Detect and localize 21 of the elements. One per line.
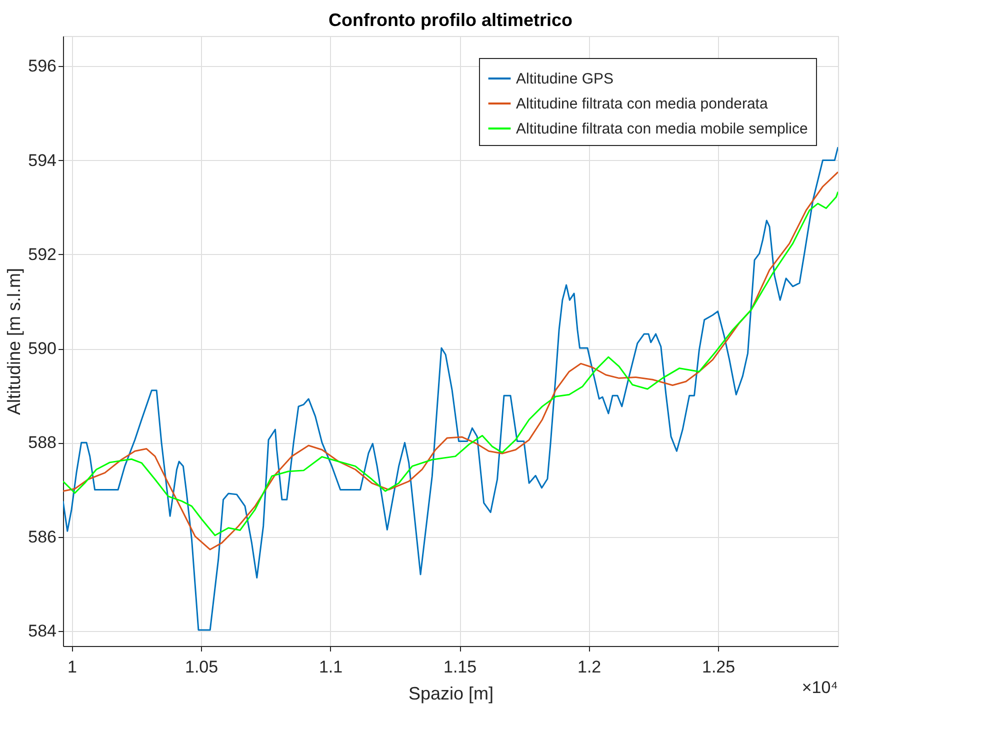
y-tick-label: 592: [28, 244, 56, 264]
x-tick-label: 1.15: [444, 658, 477, 676]
legend-label: Altitudine filtrata con media mobile semplice: [516, 120, 808, 138]
text: ×10⁴: [802, 678, 838, 697]
y-tick-label: 586: [28, 527, 56, 546]
x-tick-label: 1.25: [702, 658, 736, 676]
x-tick-label: 1.1: [318, 658, 343, 676]
y-tick-label: 590: [28, 339, 56, 358]
x-axis-title: Spazio [m]: [408, 684, 494, 704]
chart-title: Confronto profilo altimetrico: [328, 10, 572, 30]
y-tick-label: 596: [28, 56, 56, 76]
legend-label: Altitudine GPS: [516, 70, 614, 88]
x-tick-label: 1.05: [184, 658, 218, 676]
legend-label: Altitudine filtrata con media ponderata: [516, 96, 768, 112]
y-tick-label: 588: [28, 433, 56, 452]
line-series: [63, 146, 838, 631]
y-tick-label: 594: [28, 150, 56, 170]
x-tick-label: 1.2: [577, 658, 602, 676]
y-tick-label: 584: [28, 621, 56, 640]
x-tick-label: 1: [68, 658, 78, 676]
y-axis-title: Altitudine [m s.l.m]: [4, 268, 24, 416]
